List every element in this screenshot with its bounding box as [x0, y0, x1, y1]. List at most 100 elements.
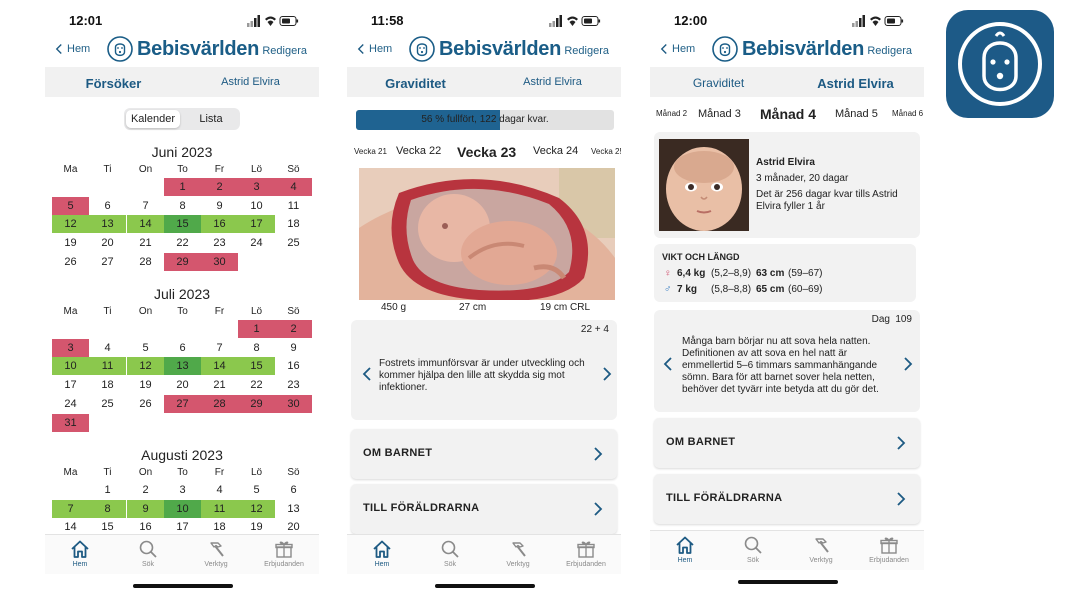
- calendar-day[interactable]: 2: [142, 484, 149, 496]
- calendar-day[interactable]: 12: [127, 357, 164, 376]
- calendar-day[interactable]: 9: [290, 341, 297, 354]
- month-item[interactable]: Månad 5: [835, 108, 878, 120]
- tabbar-tools[interactable]: Verktyg: [787, 535, 855, 564]
- segment-list[interactable]: Lista: [199, 113, 223, 125]
- month-item[interactable]: Månad 6: [892, 109, 924, 118]
- calendar-day[interactable]: 7: [52, 499, 89, 518]
- calendar-day[interactable]: 11: [287, 199, 300, 212]
- calendar-day[interactable]: 30: [275, 394, 312, 413]
- calendar-day[interactable]: 14: [127, 215, 164, 234]
- calendar-day[interactable]: 19: [250, 521, 263, 534]
- calendar-day[interactable]: 15: [164, 215, 201, 234]
- calendar-day[interactable]: 16: [287, 360, 300, 373]
- calendar-day[interactable]: 27: [164, 394, 201, 413]
- calendar-day[interactable]: 25: [287, 237, 300, 250]
- tab-pregnancy[interactable]: Graviditet: [692, 76, 745, 90]
- calendar-day[interactable]: 23: [213, 237, 226, 250]
- calendar-day[interactable]: 12: [52, 215, 89, 234]
- calendar-day[interactable]: 1: [238, 320, 275, 338]
- calendar-day[interactable]: 17: [176, 521, 189, 534]
- calendar-day[interactable]: 20: [176, 379, 189, 392]
- about-child-button[interactable]: OM BARNET: [654, 418, 920, 468]
- back-button[interactable]: Hem: [357, 43, 392, 55]
- calendar-day[interactable]: 5: [52, 196, 89, 215]
- tabbar-offers[interactable]: Erbjudanden: [855, 535, 923, 564]
- calendar-day[interactable]: 10: [52, 357, 89, 376]
- calendar-day[interactable]: 3: [52, 338, 89, 357]
- tabbar-tools[interactable]: Verktyg: [484, 539, 552, 568]
- calendar-day[interactable]: 8: [253, 341, 260, 354]
- calendar-day[interactable]: 16: [139, 521, 152, 534]
- edit-button[interactable]: Redigera: [262, 45, 307, 57]
- calendar-day[interactable]: 20: [287, 521, 300, 534]
- calendar-day[interactable]: 29: [164, 252, 201, 271]
- calendar-day[interactable]: 13: [287, 502, 300, 515]
- calendar-day[interactable]: 18: [287, 218, 300, 231]
- edit-button[interactable]: Redigera: [867, 45, 912, 57]
- tab-child[interactable]: Astrid Elvira: [221, 76, 280, 88]
- tabbar-home[interactable]: Hem: [651, 535, 719, 564]
- calendar-day[interactable]: 4: [275, 178, 312, 196]
- calendar-day[interactable]: 14: [201, 357, 238, 376]
- calendar-day[interactable]: 2: [201, 178, 238, 196]
- calendar-day[interactable]: 22: [250, 379, 263, 392]
- calendar-day[interactable]: 16: [201, 215, 238, 234]
- to-parents-button[interactable]: TILL FÖRÄLDRARNA: [654, 474, 920, 524]
- back-button[interactable]: Hem: [55, 43, 90, 55]
- month-item[interactable]: Månad 2: [656, 109, 688, 118]
- calendar-day[interactable]: 19: [139, 379, 152, 392]
- calendar-day[interactable]: 28: [201, 394, 238, 413]
- calendar-day[interactable]: 4: [104, 341, 111, 354]
- week-item[interactable]: Vecka 24: [533, 145, 579, 157]
- calendar-day[interactable]: 5: [253, 484, 260, 496]
- tabbar-search[interactable]: Sök: [416, 539, 484, 568]
- calendar-day[interactable]: 7: [142, 199, 149, 212]
- tab-pregnancy[interactable]: Graviditet: [385, 76, 446, 91]
- calendar-day[interactable]: 3: [179, 484, 186, 496]
- tab-child[interactable]: Astrid Elvira: [523, 76, 582, 88]
- calendar-day[interactable]: 11: [201, 499, 238, 518]
- calendar-day[interactable]: 1: [164, 178, 201, 196]
- tabbar-offers[interactable]: Erbjudanden: [552, 539, 620, 568]
- calendar-day[interactable]: 14: [64, 521, 77, 534]
- calendar-day[interactable]: 11: [89, 357, 126, 376]
- calendar-day[interactable]: 31: [52, 413, 89, 432]
- segment-calendar[interactable]: Kalender: [126, 110, 180, 128]
- calendar-day[interactable]: 15: [238, 357, 275, 376]
- calendar-day[interactable]: 6: [104, 199, 111, 212]
- calendar-day[interactable]: 21: [213, 379, 226, 392]
- calendar-day[interactable]: 6: [290, 484, 297, 496]
- calendar-day[interactable]: 6: [179, 341, 186, 354]
- calendar-day[interactable]: 4: [216, 484, 223, 496]
- calendar-day[interactable]: 8: [179, 199, 186, 212]
- chevron-left-icon[interactable]: [361, 366, 373, 382]
- edit-button[interactable]: Redigera: [564, 45, 609, 57]
- calendar-day[interactable]: 9: [216, 199, 223, 212]
- tab-child[interactable]: Astrid Elvira: [817, 76, 894, 91]
- calendar-day[interactable]: 9: [127, 499, 164, 518]
- tabbar-offers[interactable]: Erbjudanden: [250, 539, 318, 568]
- week-item[interactable]: Vecka 25: [591, 147, 621, 156]
- tabbar-tools[interactable]: Verktyg: [182, 539, 250, 568]
- chevron-right-icon[interactable]: [601, 366, 613, 382]
- calendar-day[interactable]: 12: [238, 499, 275, 518]
- calendar-day[interactable]: 28: [139, 255, 152, 268]
- calendar-day[interactable]: 5: [142, 341, 149, 354]
- calendar-day[interactable]: 3: [238, 178, 275, 196]
- calendar-day[interactable]: 2: [275, 320, 312, 338]
- week-item[interactable]: Vecka 21: [354, 147, 387, 156]
- calendar-day[interactable]: 1: [104, 484, 111, 496]
- calendar-day[interactable]: 21: [139, 237, 152, 250]
- back-button[interactable]: Hem: [660, 43, 695, 55]
- calendar-day[interactable]: 20: [101, 237, 114, 250]
- calendar-day[interactable]: 13: [164, 357, 201, 376]
- calendar-day[interactable]: 27: [101, 255, 114, 268]
- calendar-day[interactable]: 18: [213, 521, 226, 534]
- calendar-day[interactable]: 26: [139, 397, 152, 410]
- tab-trying[interactable]: Försöker: [85, 76, 142, 91]
- calendar-day[interactable]: 7: [216, 341, 223, 354]
- calendar-day[interactable]: 26: [64, 255, 77, 268]
- calendar-day[interactable]: 24: [64, 397, 77, 410]
- calendar-day[interactable]: 29: [238, 394, 275, 413]
- calendar-day[interactable]: 10: [250, 199, 263, 212]
